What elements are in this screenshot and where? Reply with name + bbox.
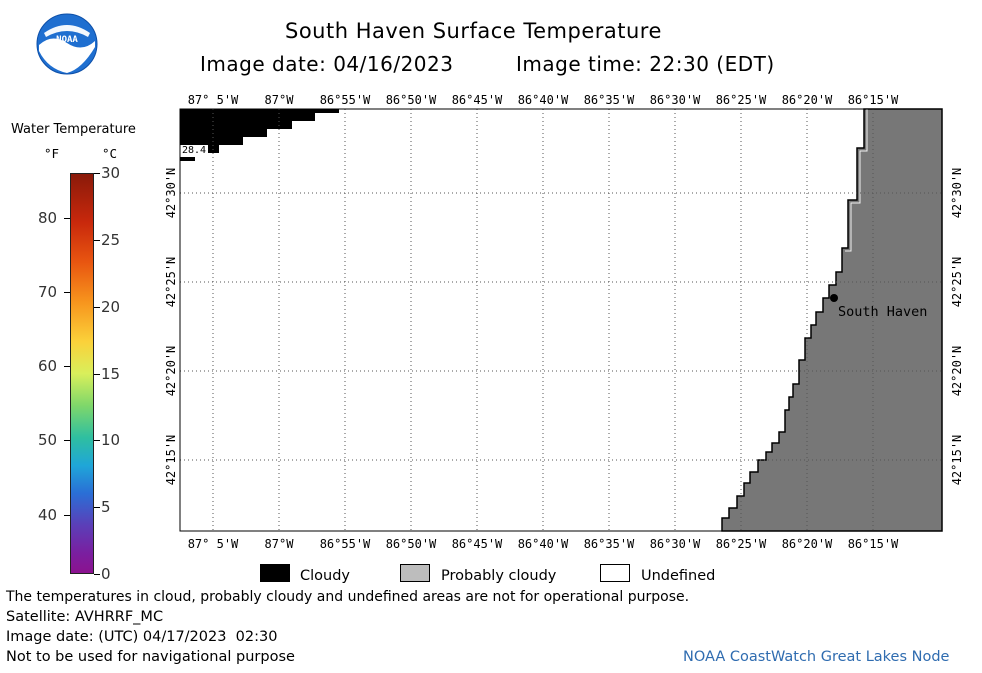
colorbar-c-label: 20 [101, 297, 121, 316]
land-outline [845, 109, 868, 252]
satellite-text: Satellite: AVHRRF_MC [6, 609, 164, 625]
colorbar-f-label: 50 [38, 431, 58, 450]
colorbar-c-label: 10 [101, 431, 121, 450]
longitude-label-top: 86°25'W [716, 93, 767, 107]
credit-link[interactable]: NOAA CoastWatch Great Lakes Node [683, 649, 950, 665]
legend-label-undefined: Undefined [641, 568, 716, 584]
longitude-label-bottom: 86°50'W [386, 537, 437, 551]
city-marker[interactable] [830, 294, 838, 302]
colorbar-f-label: 70 [38, 282, 58, 301]
disclaimer-text: The temperatures in cloud, probably clou… [6, 589, 690, 605]
latitude-label-right: 42°30'N [950, 168, 964, 219]
latitude-label-left: 42°25'N [164, 257, 178, 308]
colorbar-c-tick [94, 173, 100, 174]
latitude-label-right: 42°15'N [950, 435, 964, 486]
colorbar-c-label: 30 [101, 164, 121, 182]
latitude-label-right: 42°20'N [950, 346, 964, 397]
legend-swatch-probably-cloudy [400, 564, 430, 582]
utc-date-text: Image date: (UTC) 04/17/2023 02:30 [6, 629, 278, 645]
longitude-label-bottom: 86°45'W [452, 537, 503, 551]
legend-label-probably-cloudy: Probably cloudy [441, 568, 557, 584]
latitude-label-left: 42°20'N [164, 346, 178, 397]
longitude-label-bottom: 87° 5'W [188, 537, 239, 551]
colorbar-c-tick [94, 239, 100, 241]
colorbar-f-label: 60 [38, 357, 58, 376]
longitude-label-top: 87° 5'W [188, 93, 239, 107]
colorbar-title: Water Temperature [11, 122, 136, 137]
colorbar-f-tick [64, 514, 70, 516]
longitude-label-top: 86°45'W [452, 93, 503, 107]
legend-label-cloudy: Cloudy [300, 568, 350, 584]
colorbar-f-label: 80 [38, 208, 58, 227]
image-time: Image time: 22:30 (EDT) [516, 52, 775, 76]
page-title: South Haven Surface Temperature [285, 19, 662, 43]
longitude-label-top: 86°55'W [320, 93, 371, 107]
colorbar-f-tick [64, 217, 70, 219]
noaa-logo-graphic: NOAA [36, 13, 98, 75]
longitude-label-top: 86°40'W [518, 93, 569, 107]
latitude-label-left: 42°30'N [164, 168, 178, 219]
longitude-label-top: 86°50'W [386, 93, 437, 107]
colorbar-c-tick [94, 306, 100, 308]
colorbar-c-label: 0 [101, 565, 111, 583]
colorbar-unit-f: °F [44, 146, 60, 161]
gridlines [180, 109, 942, 531]
colorbar-unit-c: °C [102, 146, 118, 161]
longitude-label-bottom: 86°35'W [584, 537, 635, 551]
land-area [721, 108, 943, 532]
colorbar-c-label: 15 [101, 364, 121, 383]
longitude-label-bottom: 86°15'W [848, 537, 899, 551]
temperature-label: 28.4 [182, 145, 206, 156]
noaa-logo-text: NOAA [56, 35, 78, 45]
colorbar-c-label: 5 [101, 498, 111, 517]
longitude-label-bottom: 86°55'W [320, 537, 371, 551]
noaa-logo: NOAA [36, 13, 98, 75]
temperature-colorbar [70, 173, 94, 574]
longitude-label-bottom: 87°W [265, 537, 295, 551]
colorbar-c-tick [94, 507, 100, 509]
legend-swatch-undefined [600, 564, 630, 582]
colorbar-f-tick [64, 291, 70, 293]
longitude-label-top: 86°35'W [584, 93, 635, 107]
latitude-label-right: 42°25'N [950, 257, 964, 308]
longitude-label-top: 87°W [265, 93, 295, 107]
colorbar-c-label: 25 [101, 230, 121, 249]
cloud-fragment [180, 157, 195, 161]
image-date: Image date: 04/16/2023 [200, 52, 454, 76]
map-frame [179, 108, 943, 532]
longitude-label-top: 86°15'W [848, 93, 899, 107]
longitude-label-bottom: 86°20'W [782, 537, 833, 551]
navigation-warning: Not to be used for navigational purpose [6, 649, 295, 665]
longitude-label-bottom: 86°25'W [716, 537, 767, 551]
city-label: South Haven [838, 304, 927, 320]
colorbar-f-label: 40 [38, 505, 58, 524]
colorbar-c-tick [94, 373, 100, 375]
colorbar-f-tick [64, 366, 70, 368]
latitude-label-left: 42°15'N [164, 435, 178, 486]
longitude-label-top: 86°20'W [782, 93, 833, 107]
longitude-label-bottom: 86°40'W [518, 537, 569, 551]
legend-swatch-cloudy [260, 564, 290, 582]
cloud-area [180, 109, 339, 153]
colorbar-c-tick [94, 440, 100, 442]
longitude-label-bottom: 86°30'W [650, 537, 701, 551]
longitude-label-top: 86°30'W [650, 93, 701, 107]
colorbar-f-tick [64, 440, 70, 442]
colorbar-c-tick [94, 574, 100, 575]
